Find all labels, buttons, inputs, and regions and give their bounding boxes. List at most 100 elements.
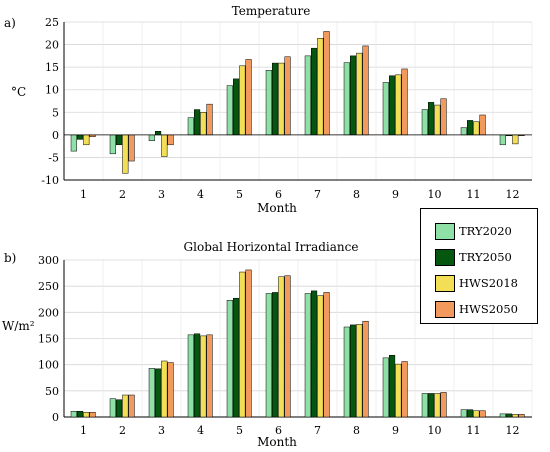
x-axis-label-irradiance: Month: [257, 435, 297, 449]
bar-try2050-6: [272, 292, 279, 418]
bar-try2050-11: [467, 120, 474, 136]
bar-hws2018-2: [122, 134, 129, 174]
x-tick-label: 6: [275, 188, 282, 201]
x-tick-label: 9: [392, 424, 399, 437]
bar-try2050-2: [116, 134, 123, 146]
y-tick-label: -10: [41, 174, 59, 187]
bar-hws2050-10: [440, 392, 447, 418]
bar-hws2018-7: [317, 38, 324, 136]
bar-try2050-4: [194, 109, 201, 136]
x-tick-label: 10: [428, 424, 442, 437]
x-tick-label: 1: [80, 424, 87, 437]
bars-temperature: [64, 31, 532, 174]
bar-hws2050-9: [401, 68, 408, 136]
legend-swatch-hws2050: [435, 300, 455, 318]
bar-hws2018-9: [395, 363, 402, 418]
y-ticks-irradiance: 0 50 100 150 200 250 300: [38, 254, 59, 424]
bar-try2050-3: [155, 368, 162, 418]
bar-try2050-8: [350, 324, 357, 418]
bar-try2050-9: [389, 75, 396, 136]
bar-hws2018-10: [434, 393, 441, 418]
bar-try2020-6: [265, 70, 272, 136]
bar-try2020-5: [226, 85, 233, 136]
legend-label-try2050: TRY2050: [459, 250, 512, 264]
bar-hws2018-3: [161, 134, 168, 157]
x-tick-label: 12: [506, 424, 520, 437]
panel-label-b: b): [4, 251, 16, 265]
bar-hws2018-10: [434, 104, 441, 136]
bar-hws2018-2: [122, 394, 129, 418]
bar-hws2018-4: [200, 335, 207, 418]
bar-try2050-1: [77, 410, 84, 418]
x-tick-label: 5: [236, 188, 243, 201]
bar-hws2050-2: [128, 134, 135, 162]
x-tick-label: 7: [314, 424, 321, 437]
x-tick-label: 12: [506, 188, 520, 201]
y-ticks-temperature: -10 -5 0 5 10 15 20 25: [41, 16, 59, 187]
bar-hws2050-4: [206, 334, 213, 418]
bar-hws2050-2: [128, 394, 135, 418]
bar-hws2050-5: [245, 59, 252, 136]
bar-hws2018-8: [356, 324, 363, 418]
bar-try2020-11: [460, 127, 467, 136]
bar-try2050-9: [389, 355, 396, 418]
x-tick-label: 11: [467, 424, 481, 437]
bar-hws2018-11: [473, 410, 480, 418]
bar-try2050-7: [311, 47, 318, 136]
bar-try2020-11: [460, 409, 467, 418]
bar-try2020-7: [304, 55, 311, 136]
y-tick-label: 0: [52, 129, 59, 142]
bar-try2020-2: [109, 398, 116, 418]
legend-swatch-try2050: [435, 248, 455, 266]
y-tick-label: 250: [38, 280, 59, 293]
y-tick-label: 100: [38, 359, 59, 372]
legend-label-try2020: TRY2020: [459, 224, 512, 238]
y-tick-label: 300: [38, 254, 59, 267]
bar-try2020-9: [382, 357, 389, 418]
bar-hws2050-4: [206, 103, 213, 136]
legend-item-hws2050: HWS2050: [435, 299, 518, 319]
x-tick-label: 5: [236, 424, 243, 437]
bar-try2050-10: [428, 393, 435, 418]
bar-try2020-10: [421, 393, 428, 418]
y-tick-label: 150: [38, 333, 59, 346]
x-tick-label: 11: [467, 188, 481, 201]
x-tick-label: 4: [197, 424, 204, 437]
y-axis-label-irradiance: W/m²: [2, 319, 35, 333]
bar-hws2050-5: [245, 269, 252, 418]
legend-item-try2020: TRY2020: [435, 221, 512, 241]
x-ticks-irradiance: 1 2 3 4 5 6 7 8 9 10 11 12: [80, 424, 520, 437]
bar-hws2050-9: [401, 361, 408, 418]
bar-hws2018-1: [83, 412, 90, 418]
bar-try2050-12: [506, 413, 513, 418]
axes-irradiance: [63, 260, 532, 418]
bar-try2020-4: [187, 117, 194, 136]
x-tick-label: 8: [353, 188, 360, 201]
y-tick-label: 5: [52, 106, 59, 119]
x-tick-label: 3: [158, 188, 165, 201]
y-tick-label: 0: [52, 411, 59, 424]
y-tick-label: 200: [38, 306, 59, 319]
y-tick-label: 20: [45, 39, 59, 52]
x-axis-label-temperature: Month: [257, 201, 297, 215]
axes-temperature: [63, 22, 532, 181]
bar-hws2050-6: [284, 275, 291, 418]
x-tick-label: 6: [275, 424, 282, 437]
temperature-chart: a) Temperature °C Month -10-50510152025 …: [4, 4, 533, 215]
y-axis-label-temperature: °C: [11, 85, 26, 99]
panel-label-a: a): [4, 16, 16, 30]
bar-try2020-1: [70, 410, 77, 418]
bar-hws2018-1: [83, 134, 90, 146]
bar-hws2050-3: [167, 134, 174, 146]
y-tick-label: 25: [45, 16, 59, 29]
bar-try2050-8: [350, 55, 357, 136]
legend-item-hws2018: HWS2018: [435, 273, 518, 293]
legend-label-hws2050: HWS2050: [459, 302, 518, 316]
bar-try2020-7: [304, 293, 311, 418]
bar-hws2018-5: [239, 65, 246, 136]
bar-try2020-5: [226, 300, 233, 418]
x-tick-label: 3: [158, 424, 165, 437]
bar-try2050-5: [233, 78, 240, 136]
chart-title-irradiance: Global Horizontal Irradiance: [184, 240, 359, 254]
legend: TRY2020 TRY2050 HWS2018 HWS2050: [420, 208, 538, 324]
